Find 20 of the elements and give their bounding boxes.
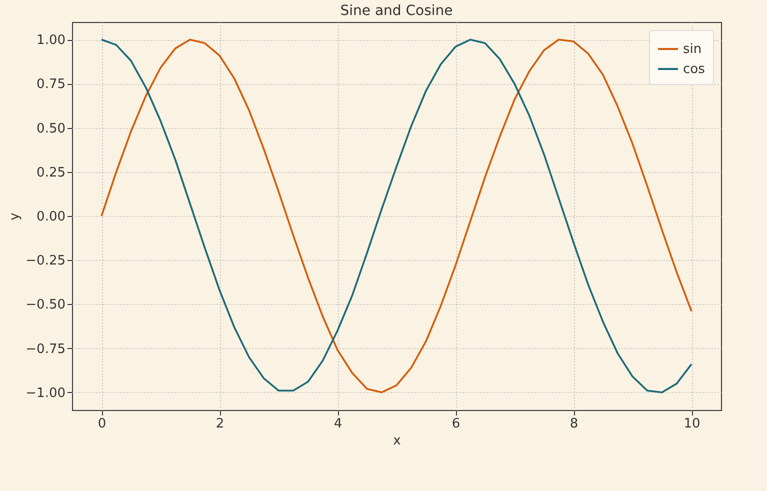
x-tick-label: 10 xyxy=(684,416,700,432)
x-tick-label: 0 xyxy=(98,416,106,432)
x-tick-label: 2 xyxy=(216,416,224,432)
y-tick-label: 0.75 xyxy=(36,77,66,92)
y-tick-label: −0.75 xyxy=(26,342,66,357)
y-tick-label: −0.25 xyxy=(26,254,66,269)
y-tick-label: 0.50 xyxy=(36,121,66,136)
y-tick-label: 1.00 xyxy=(36,33,66,48)
x-axis-title: x xyxy=(393,434,402,448)
y-tick-label: 0.25 xyxy=(36,165,66,180)
x-tick-label: 6 xyxy=(452,416,460,432)
y-tick-label: −0.50 xyxy=(26,298,66,313)
x-tick-label: 8 xyxy=(570,416,578,432)
y-tick-label: −1.00 xyxy=(26,386,66,401)
legend-label: cos xyxy=(683,62,706,77)
y-tick-label: 0.00 xyxy=(36,210,66,224)
legend-label: sin xyxy=(683,42,702,57)
chart-title: Sine and Cosine xyxy=(340,3,453,19)
y-axis-title: y xyxy=(8,212,23,220)
x-tick-label: 4 xyxy=(334,416,342,432)
